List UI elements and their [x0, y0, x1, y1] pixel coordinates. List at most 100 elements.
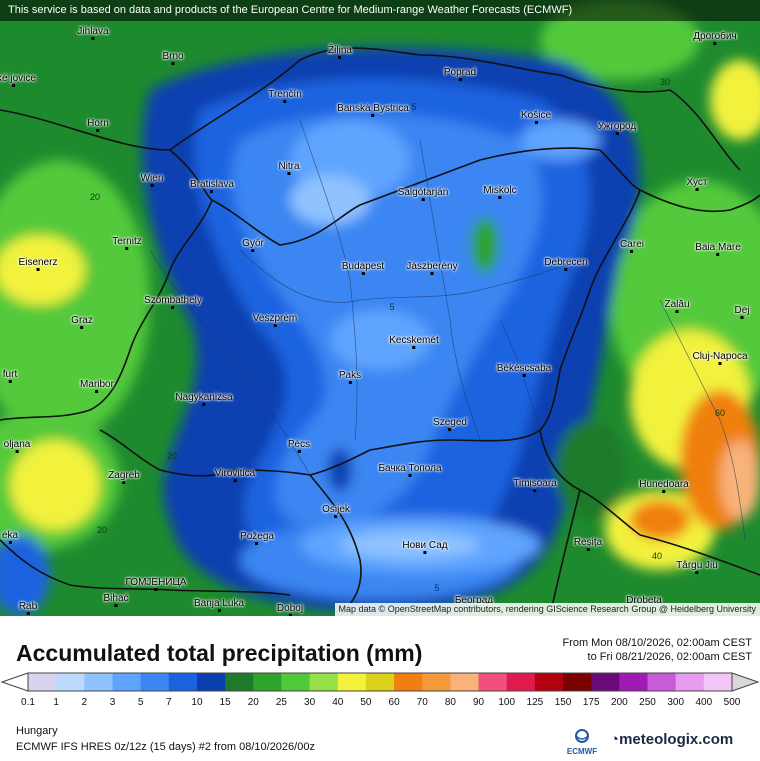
city-label: Virovitica [215, 468, 255, 482]
scale-max-arrow [731, 672, 760, 692]
city-dot [210, 190, 214, 193]
color-scale-bar [0, 672, 760, 692]
scale-swatch [478, 673, 508, 691]
city-dot [408, 474, 412, 477]
city-label: Rab [19, 601, 37, 615]
city-dot [713, 42, 717, 45]
city-name: Salgótarján [397, 187, 449, 198]
city-dot [287, 172, 291, 175]
city-name: Jászberény [406, 261, 458, 272]
city-label: Zalău [664, 299, 690, 313]
city-name: Baia Mare [695, 242, 741, 253]
scale-tick-label: 90 [472, 697, 485, 708]
city-name: Banská Bystrica [337, 103, 409, 114]
city-dot [348, 381, 352, 384]
city-name: Miskolc [483, 185, 517, 196]
scale-swatch [28, 673, 57, 691]
city-label: oljana [4, 439, 30, 453]
scale-tick-label: 3 [109, 697, 116, 708]
city-label: Pécs [288, 439, 310, 453]
scale-swatch [337, 673, 367, 691]
city-name: Győr [242, 238, 264, 249]
period-range: From Mon 08/10/2026, 02:00am CEST to Fri… [562, 636, 752, 664]
city-dot [458, 78, 462, 81]
city-name: Kecskemét [389, 335, 439, 346]
city-label: Osijek [322, 504, 350, 518]
city-dot [534, 121, 538, 124]
city-dot [297, 450, 301, 453]
city-label: eka [2, 530, 18, 544]
scale-tick-label: 20 [247, 697, 259, 708]
scale-swatch [422, 673, 451, 691]
scale-swatch [534, 673, 564, 691]
scale-swatch [168, 673, 198, 691]
city-name: Žilina [328, 45, 352, 56]
city-dot [675, 310, 679, 313]
city-label: Trenčín [268, 89, 302, 103]
city-label: Žilina [328, 45, 352, 59]
scale-swatch [253, 673, 282, 691]
city-dot [371, 114, 375, 117]
city-name: Doboj [276, 603, 304, 614]
scale-swatch [365, 673, 395, 691]
city-label: Paks [339, 370, 361, 384]
contour-value-label: 20 [89, 192, 101, 202]
city-label: Szombathely [144, 295, 202, 309]
city-name: Paks [338, 370, 362, 381]
ecmwf-notice: This service is based on data and produc… [0, 0, 760, 21]
scale-tick-label: 80 [444, 697, 456, 708]
city-dot [36, 268, 40, 271]
scale-tick-label: 50 [360, 697, 372, 708]
city-label: Békéscsaba [497, 363, 551, 377]
scale-swatch [309, 673, 339, 691]
city-name: ské jovice [0, 73, 36, 84]
contour-value-label: 5 [434, 583, 440, 593]
city-label: Budapest [342, 261, 384, 275]
city-label: Ужгород [598, 121, 636, 135]
contour-value-label: 30 [659, 77, 671, 87]
meteologix-swirl-icon: ◔ [610, 731, 620, 748]
city-dot [630, 250, 634, 253]
city-name: Banja Luka [193, 598, 245, 609]
period-from: From Mon 08/10/2026, 02:00am CEST [562, 637, 752, 649]
scale-swatch [84, 673, 113, 691]
city-label: Ternitz [112, 236, 142, 250]
city-name: Graz [71, 315, 93, 326]
city-name: Târgu Jiu [676, 560, 718, 571]
scale-tick-label: 150 [554, 697, 572, 708]
city-label: Târgu Jiu [676, 560, 718, 574]
city-dot [522, 374, 526, 377]
scale-swatch [675, 673, 705, 691]
city-name: Nitra [278, 161, 300, 172]
city-dot [421, 198, 425, 201]
city-label: Бачка Топола [378, 463, 442, 477]
period-to: to Fri 08/21/2026, 02:00am CEST [587, 651, 752, 663]
city-dot [251, 249, 255, 252]
scale-tick-label: 30 [304, 697, 316, 708]
city-dot [95, 390, 99, 393]
city-label: Košice [521, 110, 551, 124]
city-dot [498, 196, 502, 199]
city-label: Doboj [277, 603, 303, 616]
city-name: Bratislava [190, 179, 234, 190]
city-name: Veszprém [252, 313, 298, 324]
city-name: Pécs [287, 439, 311, 450]
scale-swatch [281, 673, 311, 691]
city-dot [125, 247, 129, 250]
city-name: Maribor [80, 379, 114, 390]
scale-swatch [394, 673, 423, 691]
scale-tick-label: 15 [219, 697, 231, 708]
city-name: Zalău [664, 299, 690, 310]
city-label: Dej [734, 305, 750, 319]
scale-swatch [619, 673, 649, 691]
ecmwf-text: ECMWF [567, 747, 597, 756]
ecmwf-logo-icon: ECMWF [567, 729, 597, 756]
city-name: Budapest [341, 261, 385, 272]
scale-tick-label: 2 [81, 697, 88, 708]
scale-border [27, 672, 733, 692]
city-name: Virovitica [214, 468, 256, 479]
scale-swatch [703, 673, 733, 691]
model-label: ECMWF IFS HRES 0z/12z (15 days) #2 from … [16, 741, 315, 753]
city-name: Požega [240, 531, 274, 542]
city-dot [288, 614, 292, 616]
